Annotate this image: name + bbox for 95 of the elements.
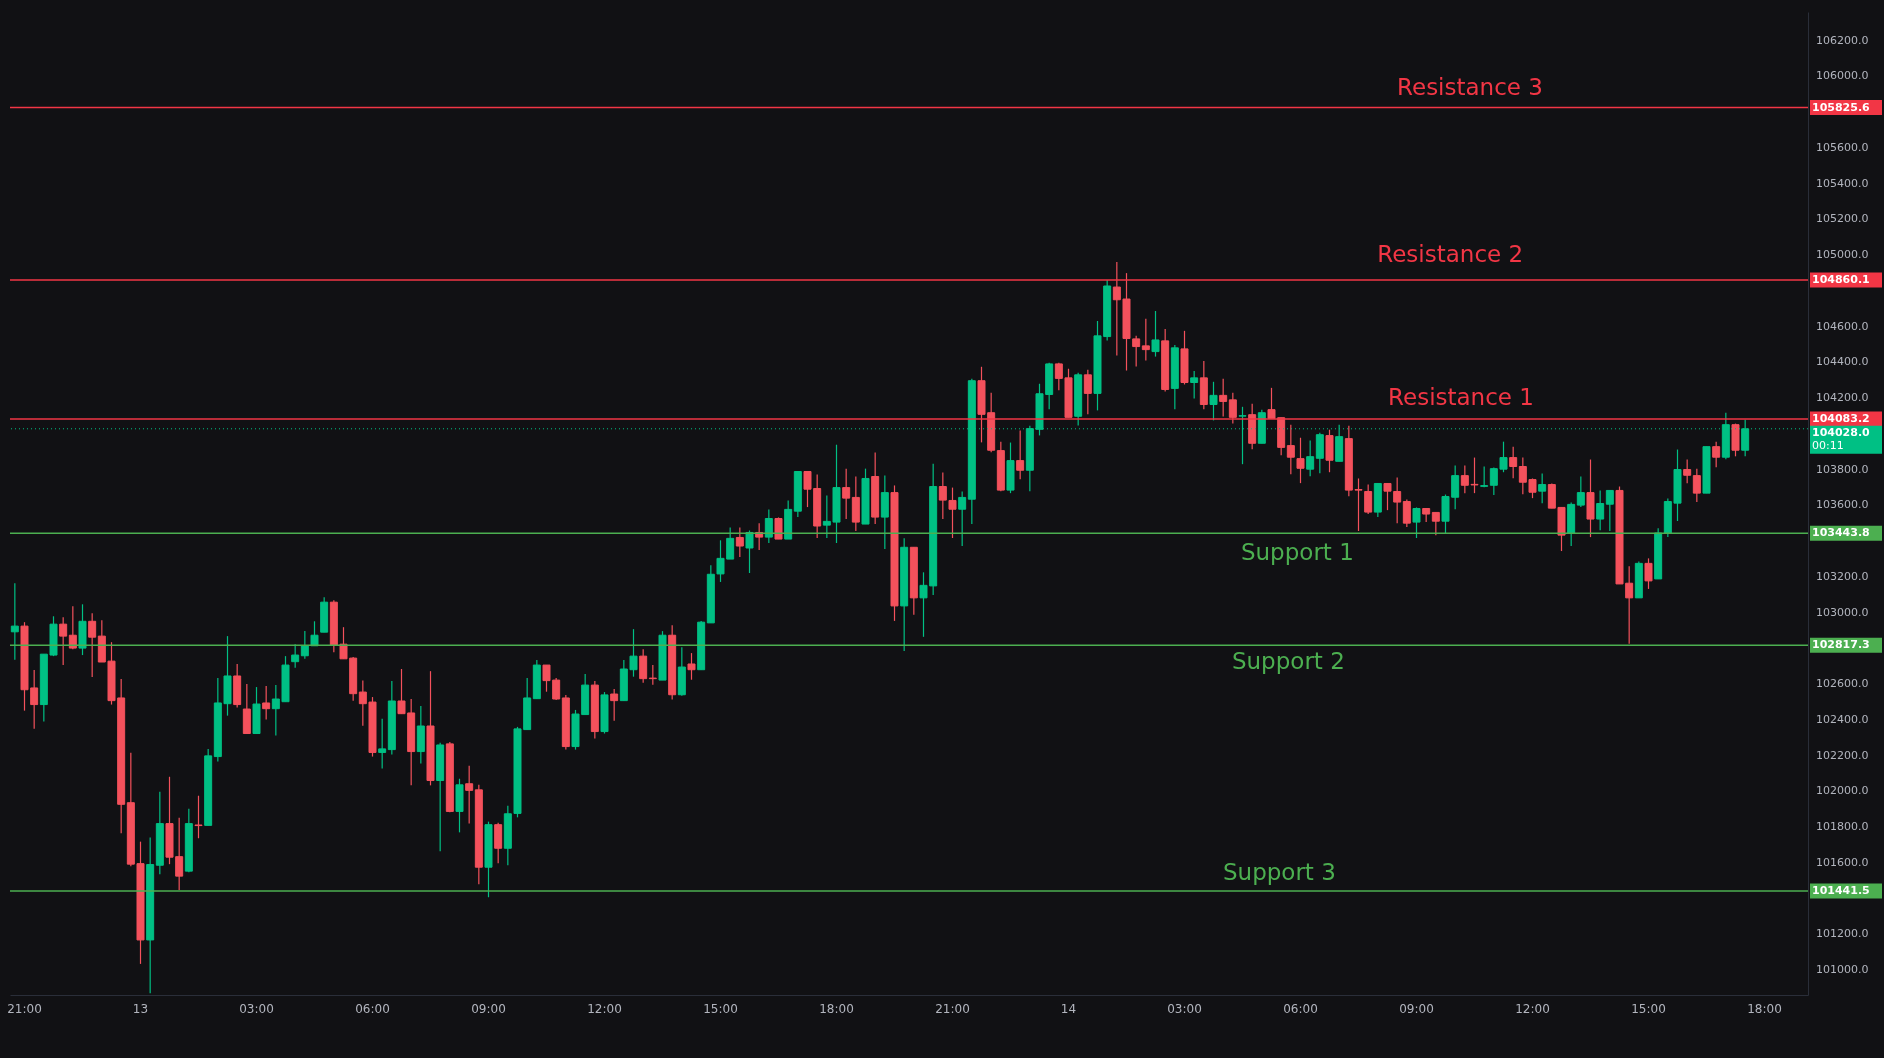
candlestick <box>378 718 387 770</box>
candlestick <box>648 664 657 686</box>
y-tick-label: 104400.0 <box>1816 355 1869 369</box>
candlestick <box>610 688 619 722</box>
candlestick <box>1306 439 1315 477</box>
candlestick <box>1228 392 1237 425</box>
y-tick-label: 104200.0 <box>1816 391 1869 405</box>
x-tick-label: 18:00 <box>1747 1001 1782 1016</box>
x-tick-label: 12:00 <box>587 1001 622 1016</box>
y-tick-label: 101800.0 <box>1816 820 1869 833</box>
candlestick <box>1644 557 1653 590</box>
x-tick-label: 21:00 <box>935 1001 970 1016</box>
candlestick <box>1596 489 1605 531</box>
y-tick-label: 103800.0 <box>1816 462 1869 476</box>
candlestick <box>494 822 503 864</box>
y-tick-label: 103200.0 <box>1816 569 1869 583</box>
candlestick <box>1605 489 1614 532</box>
candlestick <box>1683 458 1692 484</box>
x-tick-label: 15:00 <box>703 1001 738 1016</box>
y-tick-label: 101600.0 <box>1816 855 1869 869</box>
ref-line-label: 101441.5 <box>1812 884 1870 898</box>
candlestick <box>745 529 754 574</box>
y-tick-label: 106000.0 <box>1816 69 1869 83</box>
y-tick-label: 102400.0 <box>1816 712 1869 726</box>
ref-line-label: 104860.1 <box>1812 273 1870 287</box>
y-tick-label: 105400.0 <box>1816 176 1869 190</box>
annotation: Resistance 2 <box>1377 241 1524 268</box>
candlestick <box>1151 310 1160 358</box>
candlestick <box>1692 468 1701 503</box>
candlestick <box>735 526 744 558</box>
y-tick-label: 103600.0 <box>1816 498 1869 512</box>
candlestick <box>300 630 309 660</box>
candlestick <box>291 643 300 669</box>
y-tick-label: 104600.0 <box>1816 319 1869 333</box>
candlestick <box>639 648 648 684</box>
y-tick-label: 105200.0 <box>1816 212 1869 226</box>
ref-line-label: 102817.3 <box>1812 638 1870 652</box>
candlestick <box>1538 472 1547 504</box>
candlestick <box>842 468 851 520</box>
candlestick <box>1402 498 1411 528</box>
candlestick <box>1083 369 1092 415</box>
candlestick <box>59 616 68 666</box>
annotation: Resistance 3 <box>1397 73 1543 100</box>
candlestick <box>1412 506 1421 539</box>
x-tick-label: 09:00 <box>1399 1001 1434 1016</box>
annotation: Support 2 <box>1231 648 1345 675</box>
annotation: Resistance 1 <box>1388 383 1534 410</box>
ref-line-label: 103443.8 <box>1812 526 1870 540</box>
x-tick-label: 09:00 <box>471 1001 506 1016</box>
candlestick <box>1190 370 1199 400</box>
candlestick <box>958 490 967 547</box>
candlestick <box>1286 424 1295 475</box>
candlestick <box>1141 318 1150 362</box>
y-tick-label: 103000.0 <box>1816 605 1869 619</box>
y-tick-label: 105600.0 <box>1816 140 1869 154</box>
candlestick <box>1509 446 1518 479</box>
y-tick-label: 101000.0 <box>1816 962 1869 976</box>
ref-line-label: 104083.2 <box>1812 411 1870 425</box>
annotation: Support 3 <box>1222 859 1336 886</box>
candlestick <box>1016 429 1025 480</box>
candlestick <box>1364 483 1373 515</box>
x-tick-label: 14 <box>1060 1001 1077 1016</box>
x-tick-label: 06:00 <box>1283 1001 1318 1016</box>
candlestick <box>687 652 696 681</box>
ref-line-label: 104028.0 <box>1812 425 1871 439</box>
y-tick-label: 102000.0 <box>1816 784 1869 798</box>
annotation: Support 1 <box>1240 539 1354 566</box>
candlestick <box>1315 432 1324 474</box>
candlestick <box>1219 378 1228 418</box>
y-tick-label: 102200.0 <box>1816 748 1869 762</box>
x-tick-label: 18:00 <box>819 1001 854 1016</box>
candlestick <box>1431 511 1440 536</box>
x-tick-label: 06:00 <box>355 1001 390 1016</box>
candlestick <box>764 508 773 544</box>
x-tick-label: 12:00 <box>1515 1001 1550 1016</box>
x-tick-label: 21:00 <box>7 1001 42 1016</box>
candlestick <box>194 795 203 839</box>
y-tick-label: 101200.0 <box>1816 927 1869 941</box>
candlestick <box>1712 441 1721 468</box>
candlestick <box>1576 475 1585 508</box>
text: 00:11 <box>1812 438 1844 452</box>
x-tick-label: 03:00 <box>1167 1001 1202 1016</box>
candlestick <box>465 765 474 825</box>
x-tick-label: 03:00 <box>239 1001 274 1016</box>
candlestick <box>262 685 271 721</box>
y-tick-label: 106200.0 <box>1816 33 1869 47</box>
y-tick-label: 105000.0 <box>1816 248 1869 262</box>
y-tick-label: 102600.0 <box>1816 677 1869 691</box>
candlestick <box>1296 437 1305 484</box>
candlestick <box>10 582 19 661</box>
candlestick <box>1209 381 1218 421</box>
candlestick <box>88 612 97 678</box>
x-tick-label: 13 <box>132 1001 149 1016</box>
x-tick-label: 15:00 <box>1631 1001 1666 1016</box>
ref-line-label: 105825.6 <box>1812 100 1871 114</box>
